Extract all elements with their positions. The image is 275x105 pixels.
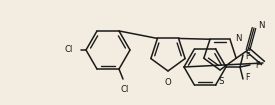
Text: Cl: Cl <box>65 45 73 54</box>
Text: F: F <box>245 52 250 61</box>
Text: F: F <box>255 60 260 70</box>
Text: N: N <box>235 34 241 43</box>
Text: O: O <box>165 78 171 87</box>
Text: Cl: Cl <box>121 85 129 94</box>
Text: N: N <box>258 22 265 30</box>
Text: S: S <box>218 77 224 86</box>
Text: F: F <box>245 73 250 82</box>
